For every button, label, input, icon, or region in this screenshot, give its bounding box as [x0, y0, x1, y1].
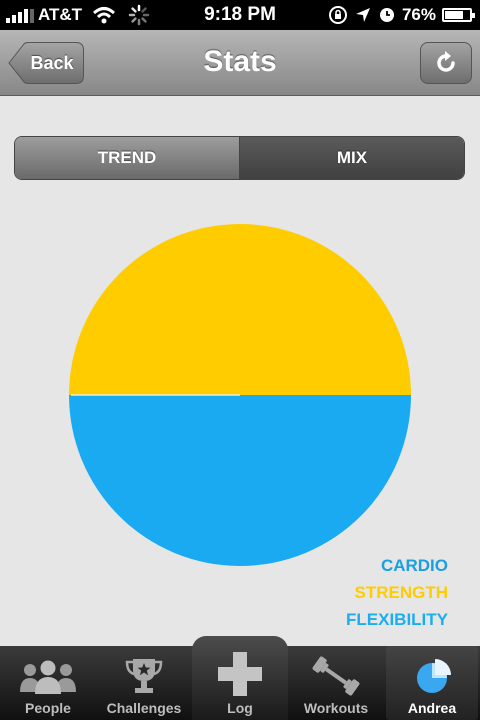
activity-spinner-icon	[128, 4, 150, 26]
tab-log-label: Log	[227, 700, 253, 716]
pie-slice-cardio	[69, 395, 411, 566]
back-button[interactable]: Back	[8, 42, 84, 84]
legend-cardio: CARDIO	[380, 556, 448, 575]
back-button-label: Back	[30, 53, 74, 73]
dumbbell-icon	[312, 656, 360, 696]
trophy-icon	[125, 659, 163, 693]
tab-log[interactable]: Log	[192, 636, 288, 720]
refresh-icon	[437, 51, 455, 72]
status-right: 76%	[328, 0, 475, 30]
battery-icon	[442, 8, 475, 22]
battery-percent: 76%	[401, 5, 436, 24]
tab-andrea[interactable]: Andrea	[386, 646, 478, 720]
tab-people-label: People	[25, 700, 71, 716]
chart-legend: CARDIO STRENGTH FLEXIBILITY	[346, 555, 448, 636]
legend-strength: STRENGTH	[354, 583, 449, 602]
rotation-lock-icon	[328, 6, 347, 24]
navigation-bar: Stats Back	[0, 30, 480, 96]
tab-people[interactable]: People	[0, 646, 96, 720]
status-bar: AT&T 9:18 PM 76%	[0, 0, 480, 30]
tab-andrea-label: Andrea	[407, 700, 457, 716]
status-time: 9:18 PM	[204, 4, 276, 25]
wifi-icon	[93, 7, 116, 24]
tab-challenges-label: Challenges	[106, 700, 182, 716]
tab-workouts[interactable]: Workouts	[288, 646, 384, 720]
tab-trend[interactable]: TREND	[15, 137, 240, 179]
status-left: AT&T	[6, 0, 150, 30]
page-title: Stats	[203, 45, 277, 78]
alarm-icon	[379, 8, 394, 22]
location-icon	[355, 8, 370, 22]
pie-slice-strength	[69, 224, 411, 395]
carrier-label: AT&T	[38, 5, 83, 24]
view-segmented-control: TREND MIX	[14, 136, 465, 180]
refresh-button[interactable]	[420, 42, 472, 84]
plus-icon	[218, 652, 262, 696]
tab-mix[interactable]: MIX	[240, 137, 464, 179]
tab-workouts-label: Workouts	[303, 700, 369, 716]
back-button-shape	[8, 42, 84, 84]
pie-chart-icon	[417, 659, 451, 693]
people-icon	[20, 660, 76, 694]
signal-icon	[6, 7, 34, 23]
tab-challenges[interactable]: Challenges	[96, 646, 192, 720]
legend-flexibility: FLEXIBILITY	[346, 610, 448, 629]
